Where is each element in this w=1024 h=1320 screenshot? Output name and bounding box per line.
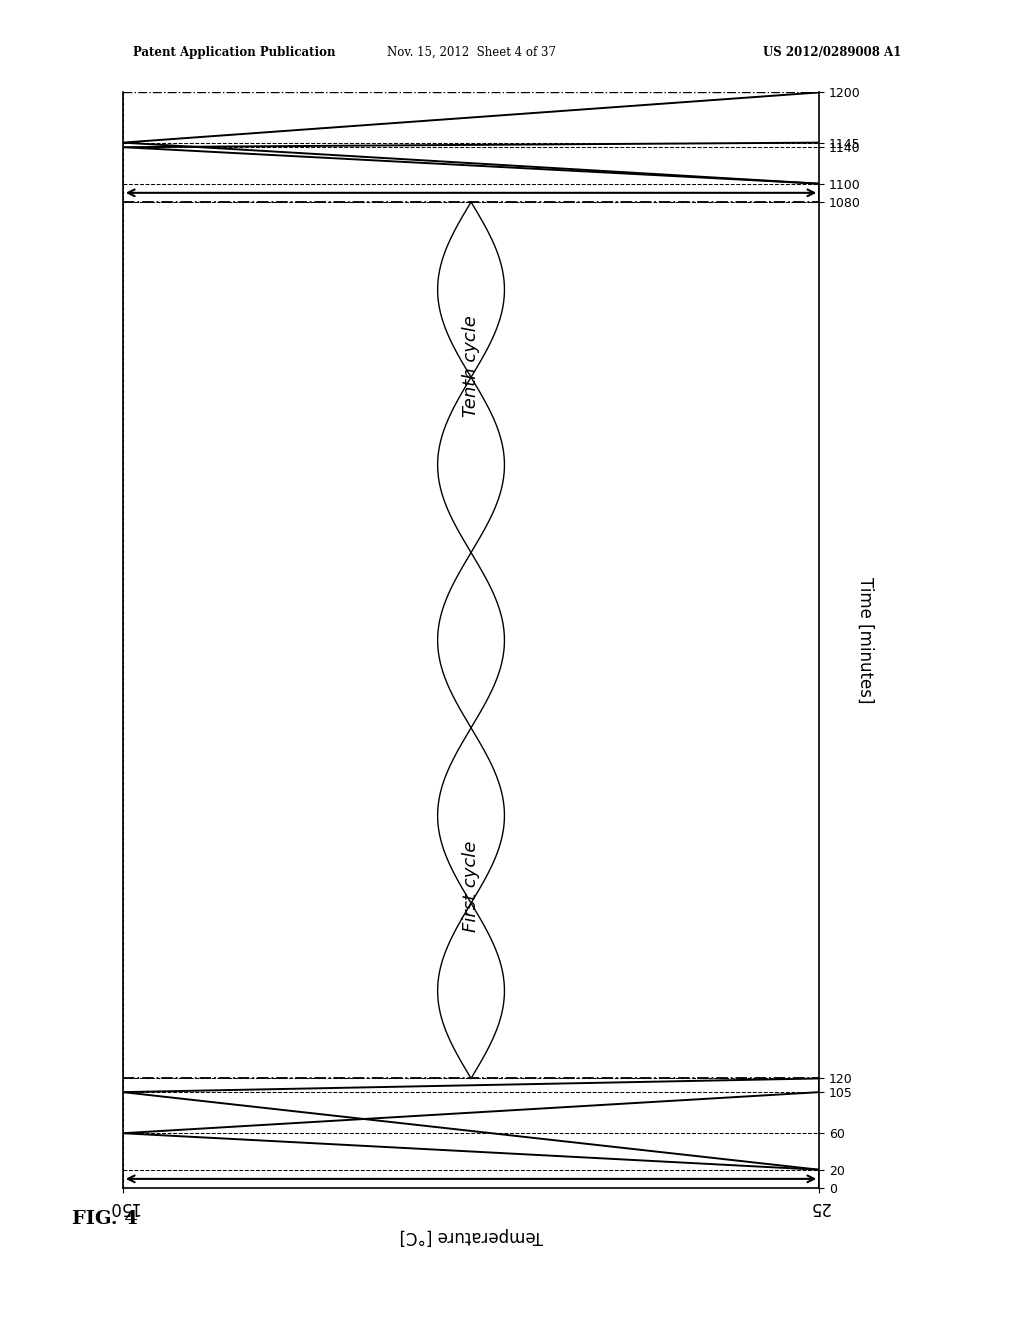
Text: FIG. 4: FIG. 4 xyxy=(72,1209,137,1228)
Text: US 2012/0289008 A1: US 2012/0289008 A1 xyxy=(763,46,901,59)
Text: Nov. 15, 2012  Sheet 4 of 37: Nov. 15, 2012 Sheet 4 of 37 xyxy=(386,46,556,59)
Y-axis label: Time [minutes]: Time [minutes] xyxy=(857,577,874,704)
Text: Tenth cycle: Tenth cycle xyxy=(462,315,480,417)
Text: Patent Application Publication: Patent Application Publication xyxy=(133,46,336,59)
X-axis label: Temperature [°C]: Temperature [°C] xyxy=(399,1226,543,1245)
Text: First cycle: First cycle xyxy=(462,841,480,932)
